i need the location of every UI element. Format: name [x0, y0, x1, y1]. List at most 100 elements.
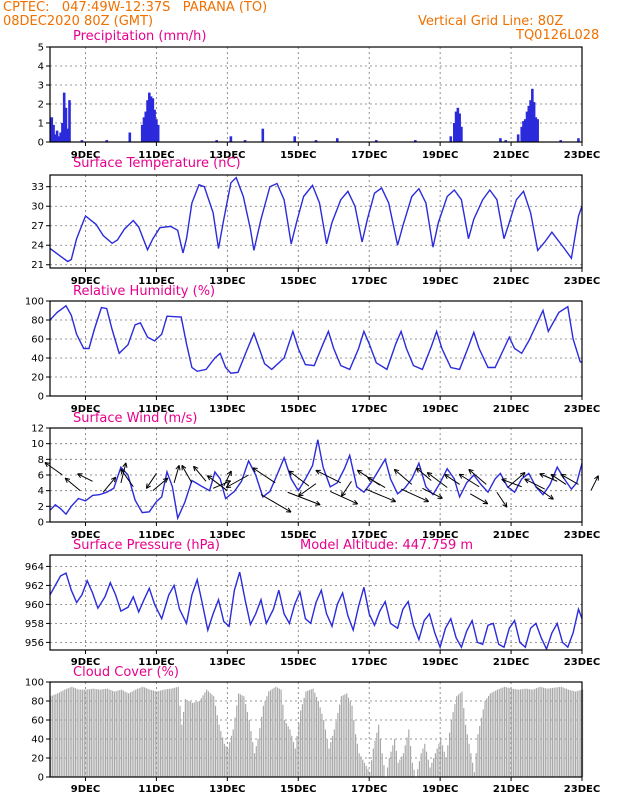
cloud-bar	[479, 725, 481, 777]
precip-bar	[149, 96, 153, 142]
cloud-bar	[252, 742, 254, 777]
precip-bar	[148, 92, 151, 142]
cloud-bar	[379, 739, 382, 777]
cloud-bar	[222, 737, 224, 777]
x-tick-label: 19DEC	[422, 657, 458, 668]
header-date: 08DEC2020 80Z (GMT)	[3, 14, 154, 29]
y-tick-label: 80	[31, 316, 44, 327]
precip-bar	[293, 136, 297, 142]
x-tick-label: 23DEC	[564, 784, 600, 795]
x-tick-label: 17DEC	[351, 404, 387, 415]
cloud-bar	[495, 690, 497, 777]
cloud-bar	[463, 708, 465, 777]
wind-vector-arrow	[287, 491, 321, 506]
precip-bar	[144, 111, 148, 142]
panel-title: Relative Humidity (%)	[73, 284, 215, 299]
cloud-bar	[500, 688, 502, 777]
cloud-bar	[266, 696, 268, 777]
cloud-bar	[498, 688, 500, 777]
precip-bar	[453, 123, 456, 142]
x-tick-label: 23DEC	[564, 404, 600, 415]
cloud-bar	[344, 694, 346, 777]
cloud-bar	[300, 710, 302, 777]
y-tick-label: 956	[25, 638, 44, 649]
cloud-bar	[152, 690, 155, 777]
cloud-bar	[464, 724, 467, 777]
cloud-bar	[174, 687, 176, 777]
cloud-bar	[248, 720, 250, 777]
y-tick-label: 962	[25, 581, 44, 592]
cloud-bar	[551, 687, 554, 777]
x-tick-label: 19DEC	[422, 276, 458, 287]
cloud-bar	[156, 691, 158, 777]
wind-vector-arrow	[173, 465, 181, 483]
cloud-bar	[431, 762, 433, 777]
cloud-bar	[351, 705, 353, 777]
panel-1: 0 1 2 3 4 5 9DEC 11DEC 13DEC 15DEC 17DEC 19DEC 21DEC…	[38, 29, 601, 161]
cloud-bar	[466, 734, 468, 777]
cloud-bar	[409, 746, 412, 777]
cloud-bar	[331, 735, 334, 777]
y-tick-label: 60	[31, 716, 44, 727]
cloud-bar	[285, 723, 288, 777]
cloud-bar	[356, 743, 358, 777]
wind-vector-arrow	[120, 468, 134, 488]
precip-bar	[534, 117, 538, 142]
cloud-bar	[574, 691, 577, 777]
cloud-bar	[202, 695, 204, 777]
cloud-bar	[140, 687, 142, 777]
cloud-bar	[117, 690, 119, 777]
cloud-bar	[546, 688, 548, 777]
cloud-bar	[51, 695, 53, 777]
cloud-bar	[133, 690, 135, 777]
cloud-bar	[246, 712, 249, 777]
cloud-bar	[550, 688, 552, 777]
cloud-bar	[548, 688, 550, 777]
cloud-bar	[438, 743, 440, 777]
precip-bar	[68, 100, 71, 142]
cloud-bar	[418, 761, 421, 777]
precip-bar	[140, 124, 144, 142]
cloud-bar	[55, 694, 57, 777]
cloud-bar	[539, 686, 541, 777]
cloud-bar	[225, 746, 227, 777]
cloud-bar	[390, 751, 392, 777]
cloud-bar	[353, 720, 355, 777]
cloud-bar	[323, 720, 325, 777]
panel-title: Surface Pressure (hPa)	[73, 538, 220, 553]
x-tick-label: 17DEC	[351, 784, 387, 795]
y-tick-label: 100	[25, 678, 44, 689]
cloud-bar	[566, 688, 568, 777]
cloud-bar	[294, 748, 296, 777]
cloud-bar	[496, 689, 499, 777]
cloud-bar	[103, 689, 105, 777]
panel-2: 21 24 27 30 33 9DEC 11DEC 13DEC 15DEC 17DEC 19DEC 2…	[31, 156, 600, 287]
cloud-bar	[580, 690, 582, 777]
x-tick-label: 21DEC	[493, 657, 529, 668]
wind-vector-arrow	[426, 472, 448, 488]
cloud-bar	[440, 739, 442, 777]
series-line	[50, 439, 582, 521]
x-tick-label: 21DEC	[493, 784, 529, 795]
cloud-bar	[200, 698, 202, 777]
cloud-bar	[436, 748, 438, 777]
wind-vector-arrow	[44, 462, 63, 476]
cloud-bar	[392, 745, 394, 777]
y-tick-label: 30	[31, 202, 44, 213]
cloud-bar	[530, 689, 532, 777]
x-tick-label: 13DEC	[209, 404, 245, 415]
cloud-bar	[307, 690, 309, 777]
cloud-bar	[422, 748, 424, 777]
panel-3: 0 20 40 60 80 100 9DEC 11DEC 13DEC 15DEC 17DEC 19DE…	[25, 284, 600, 415]
precip-bar	[66, 128, 70, 142]
cloud-bar	[209, 692, 211, 777]
wind-vector-arrow	[560, 473, 579, 485]
wind-vector-arrow	[501, 478, 522, 488]
cloud-bar	[482, 709, 484, 777]
wind-vector-arrow	[470, 493, 489, 505]
x-tick-label: 15DEC	[280, 404, 316, 415]
cloud-bar	[211, 694, 213, 777]
x-tick-label: 17DEC	[351, 657, 387, 668]
cloud-bar	[184, 699, 186, 777]
x-tick-label: 21DEC	[493, 530, 529, 541]
